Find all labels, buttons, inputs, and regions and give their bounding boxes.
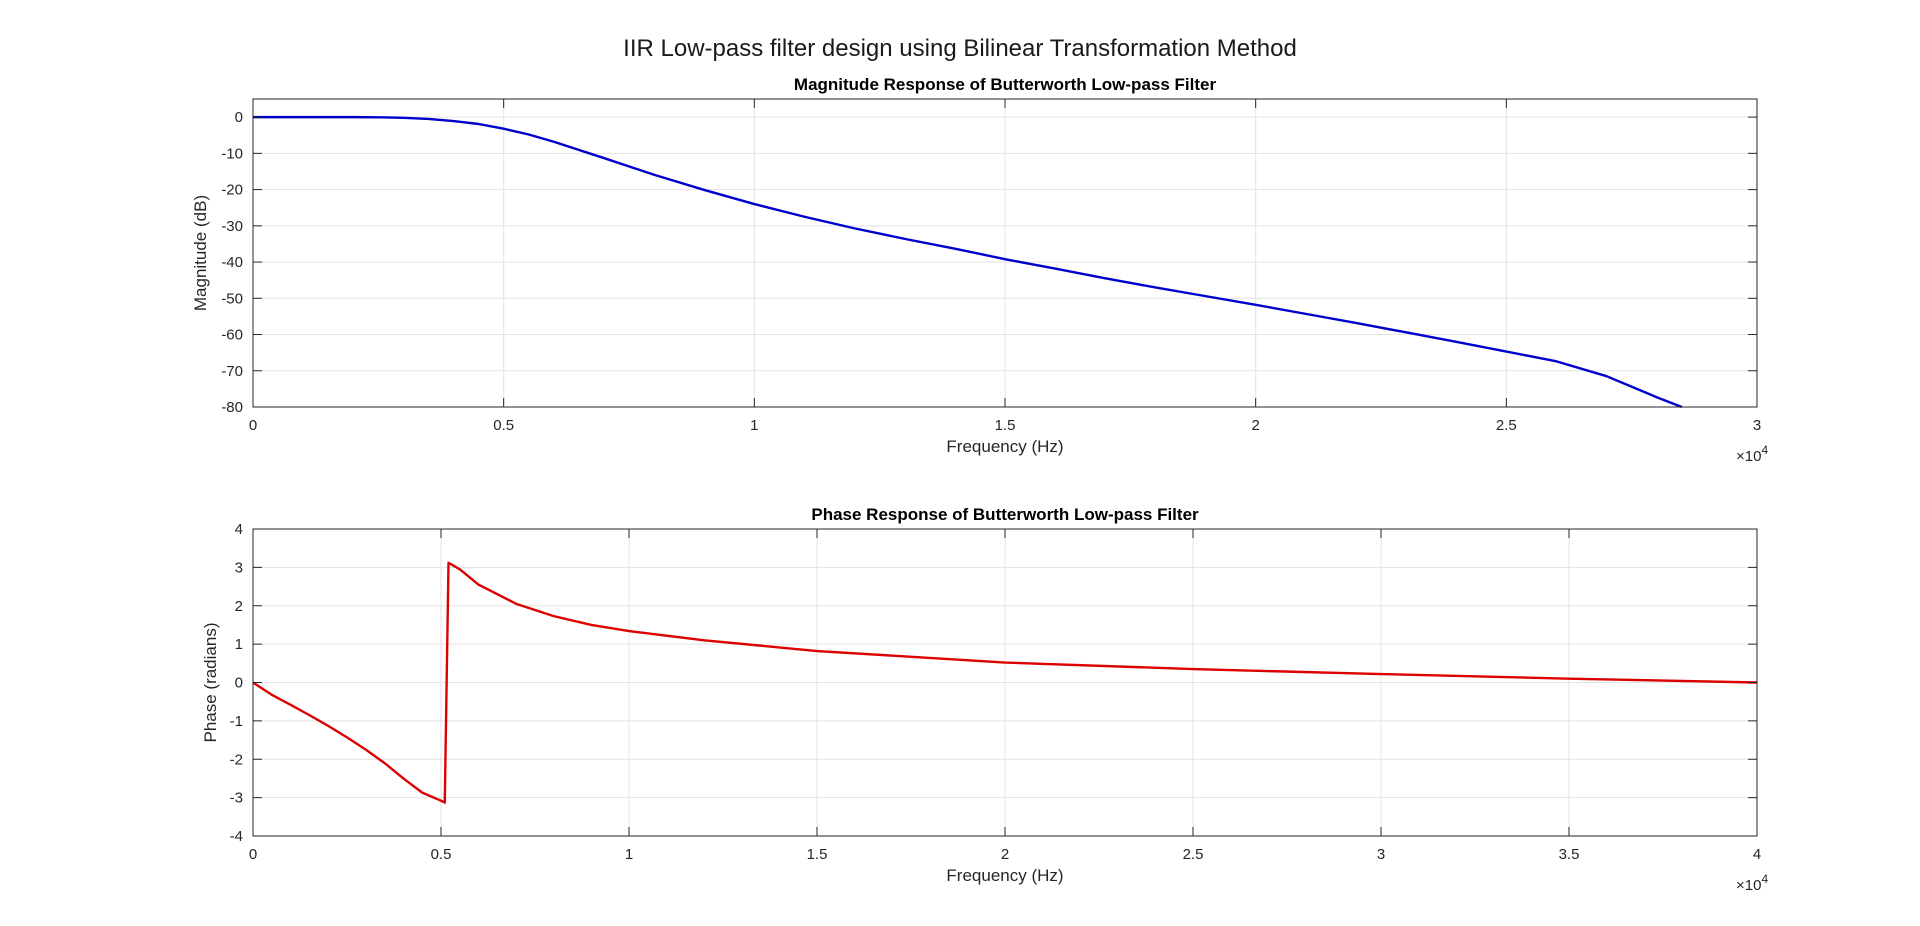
- y-tick-label: -50: [221, 290, 243, 307]
- x-axis-exponent: ×104: [1736, 872, 1768, 894]
- y-tick-label: -1: [230, 713, 243, 730]
- x-tick-label: 3.5: [1559, 846, 1580, 863]
- y-tick-label: -3: [230, 790, 243, 807]
- exponent-base: ×10: [1736, 877, 1761, 894]
- y-tick-label: -80: [221, 399, 243, 416]
- x-axis-exponent: ×104: [1736, 443, 1768, 465]
- x-tick-label: 4: [1753, 846, 1761, 863]
- y-tick-label: -40: [221, 254, 243, 271]
- magnitude-plot: 0 0.5 1 1.5 2 2.5 3 0 -10 -20 -30 -40 -50 -60 -70 -80 Ma…: [191, 75, 1768, 465]
- x-tick-label: 1.5: [807, 846, 828, 863]
- x-tick-label: 1: [750, 417, 758, 434]
- y-tick-label: -70: [221, 363, 243, 380]
- exponent-power: 4: [1761, 443, 1768, 457]
- y-tick-label: -10: [221, 145, 243, 162]
- x-tick-label: 3: [1753, 417, 1761, 434]
- plot-title: Magnitude Response of Butterworth Low-pa…: [794, 75, 1217, 94]
- y-tick-label: -4: [230, 828, 243, 845]
- series-line-0: [253, 115, 1683, 409]
- x-tick-label: 3: [1377, 846, 1385, 863]
- x-tick-label: 0.5: [493, 417, 514, 434]
- x-tick-label: 0.5: [431, 846, 452, 863]
- y-tick-label: 1: [235, 636, 243, 653]
- figure-title: IIR Low-pass filter design using Bilinea…: [623, 35, 1297, 62]
- x-tick-label: 0: [249, 417, 257, 434]
- plot-title: Phase Response of Butterworth Low-pass F…: [811, 505, 1199, 524]
- y-tick-label: 4: [235, 521, 243, 538]
- x-tick-label: 1.5: [995, 417, 1016, 434]
- exponent-power: 4: [1761, 872, 1768, 886]
- x-tick-label: 2.5: [1183, 846, 1204, 863]
- y-axis-label: Phase (radians): [201, 622, 220, 742]
- x-axis-label: Frequency (Hz): [946, 437, 1063, 456]
- x-tick-label: 2: [1251, 417, 1259, 434]
- exponent-base: ×10: [1736, 448, 1761, 465]
- x-axis-label: Frequency (Hz): [946, 866, 1063, 885]
- x-tick-label: 2: [1001, 846, 1009, 863]
- series-line-0: [252, 561, 1758, 804]
- y-tick-label: -2: [230, 751, 243, 768]
- y-tick-label: -60: [221, 327, 243, 344]
- x-tick-label: 0: [249, 846, 257, 863]
- y-tick-label: 0: [235, 675, 243, 692]
- x-tick-label: 2.5: [1496, 417, 1517, 434]
- y-tick-label: -20: [221, 182, 243, 199]
- y-tick-label: 2: [235, 598, 243, 615]
- y-tick-label: -30: [221, 218, 243, 235]
- y-tick-label: 3: [235, 559, 243, 576]
- y-tick-label: 0: [235, 109, 243, 126]
- y-axis-label: Magnitude (dB): [191, 195, 210, 311]
- x-tick-label: 1: [625, 846, 633, 863]
